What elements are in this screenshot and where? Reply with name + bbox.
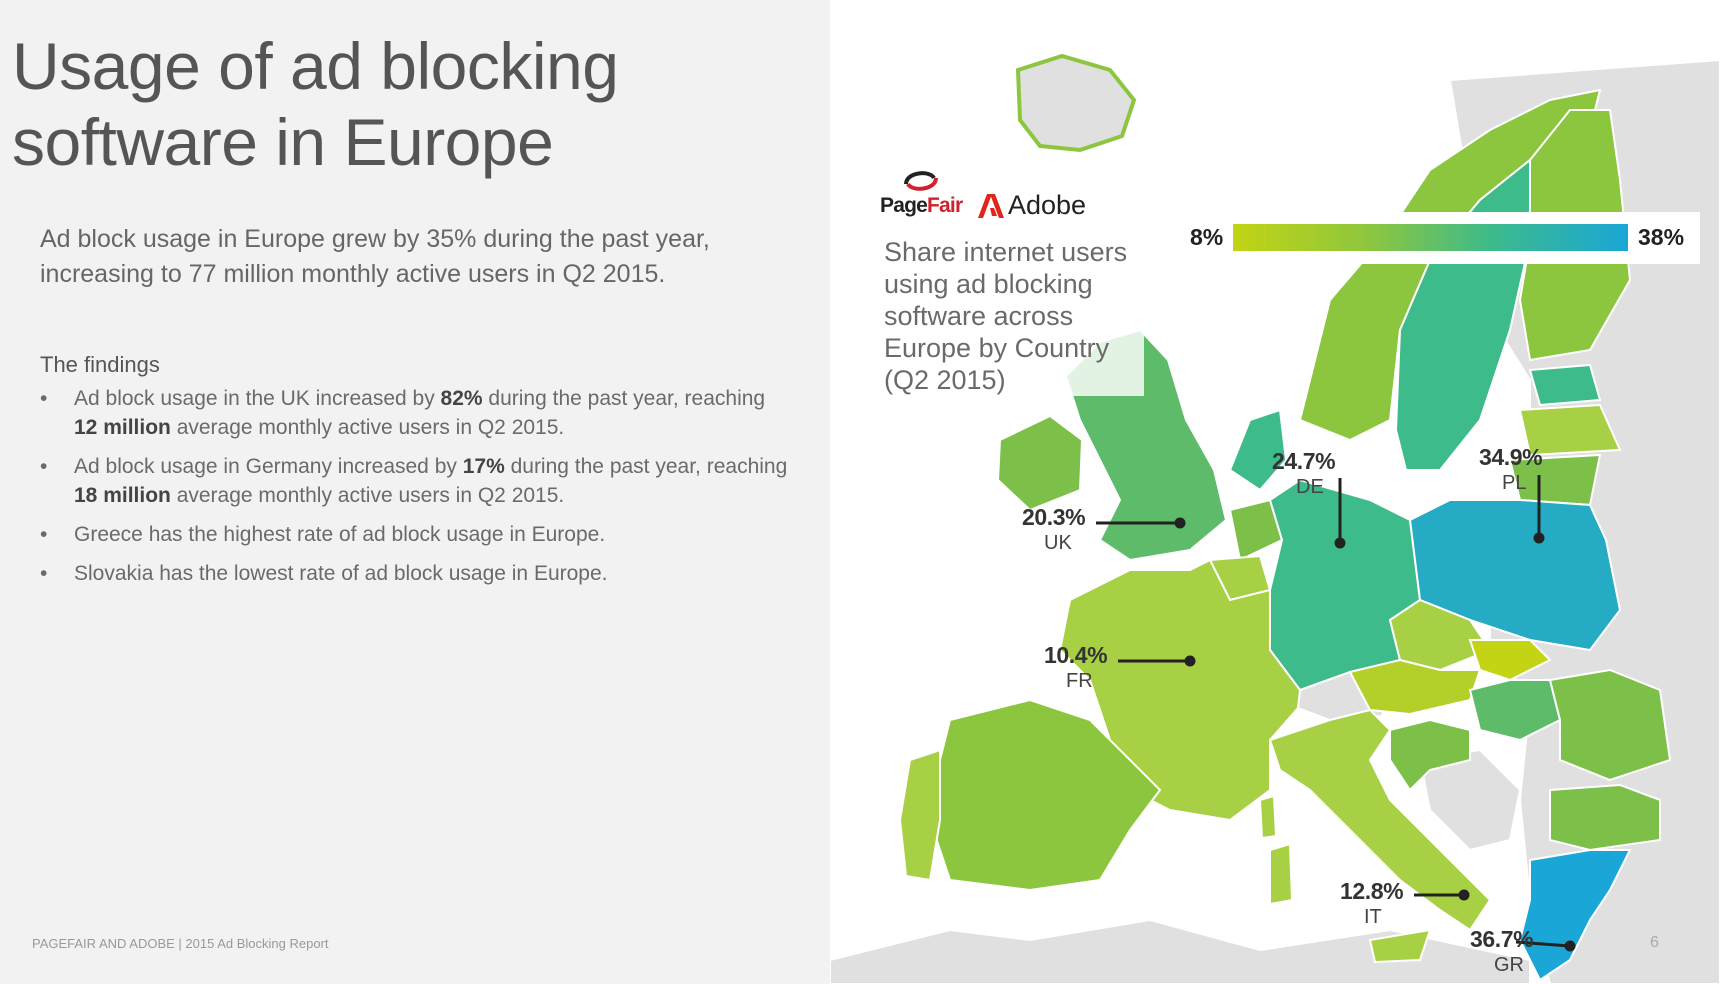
callout-code-gr: GR: [1494, 954, 1524, 976]
leader-dot-uk: [1174, 517, 1186, 529]
intro-paragraph: Ad block usage in Europe grew by 35% dur…: [40, 225, 710, 288]
adobe-logo-text: Adobe: [1008, 190, 1087, 220]
findings-heading: The findings: [40, 352, 160, 377]
country-latvia: [1518, 403, 1622, 457]
color-scale-legend: 8% 38%: [1180, 212, 1700, 264]
left-text-panel: Usage of ad blocking software in Europe …: [0, 0, 830, 984]
bullet-marker: •: [40, 455, 48, 478]
callout-value-fr: 10.4%: [1044, 642, 1108, 668]
legend-min-label: 8%: [1190, 224, 1224, 250]
country-ireland: [996, 414, 1084, 512]
leader-dot-fr: [1184, 655, 1196, 667]
slide-title: Usage of ad blocking software in Europe: [12, 29, 619, 179]
callout-code-it: IT: [1364, 906, 1382, 928]
land-iceland: [1015, 53, 1137, 153]
leader-line-gr: [1515, 940, 1571, 948]
map-title: Share internet users using ad blocking s…: [884, 236, 1144, 396]
country-france-corsica: [1258, 794, 1278, 840]
page-number: 6: [1650, 934, 1659, 951]
finding-item: • Slovakia has the lowest rate of ad bloc…: [40, 559, 790, 588]
finding-text: during the past year, reaching: [482, 387, 766, 410]
europe-map-area: [830, 0, 1720, 984]
callout-value-gr: 36.7%: [1470, 926, 1534, 952]
finding-item: • Ad block usage in the UK increased by 8…: [40, 384, 790, 442]
finding-item: • Ad block usage in Germany increased by …: [40, 452, 790, 510]
finding-text: Ad block usage in Germany increased by: [74, 455, 463, 478]
finding-text: during the past year, reaching: [504, 455, 788, 478]
callout-code-fr: FR: [1066, 670, 1093, 692]
pagefair-logo-icon: [904, 171, 938, 191]
country-portugal: [898, 748, 941, 882]
bullet-marker: •: [40, 523, 48, 546]
bullet-marker: •: [40, 562, 48, 585]
finding-text: Ad block usage in the UK increased by: [74, 387, 441, 410]
country-germany: [1268, 478, 1422, 692]
callout-value-pl: 34.9%: [1479, 444, 1543, 470]
country-croatia: [1389, 718, 1471, 792]
finding-text: average monthly active users in Q2 2015.: [170, 416, 565, 439]
country-italy-sardinia: [1269, 842, 1294, 906]
finding-item: • Greece has the highest rate of ad block…: [40, 520, 790, 549]
finding-text: Slovakia has the lowest rate of ad block…: [74, 562, 608, 585]
country-denmark: [1228, 408, 1288, 492]
country-romania: [1548, 668, 1672, 782]
country-estonia: [1528, 363, 1602, 407]
finding-highlight: 82%: [440, 387, 483, 410]
callout-value-de: 24.7%: [1272, 448, 1336, 474]
legend-gradient-bar: [1233, 224, 1628, 251]
finding-text: Greece has the highest rate of ad block …: [74, 523, 606, 546]
country-bulgaria: [1549, 783, 1661, 852]
pagefair-logo-text: PageFair: [880, 194, 963, 217]
country-italy-sicily: [1368, 928, 1432, 964]
land-north-africa-no-data: [830, 918, 1531, 984]
callout-code-de: DE: [1296, 476, 1324, 498]
finding-text: average monthly active users in Q2 2015.: [170, 484, 565, 507]
footer-credit: PAGEFAIR AND ADOBE | 2015 Ad Blocking Re…: [32, 936, 329, 951]
bullet-marker: •: [40, 387, 48, 410]
callout-leader-lines: [1096, 475, 1576, 952]
callout-value-uk: 20.3%: [1022, 504, 1086, 530]
leader-dot-de: [1334, 537, 1346, 549]
country-italy: [1268, 708, 1492, 932]
adobe-logo-icon: [978, 194, 1004, 218]
country-slovakia: [1468, 639, 1552, 682]
europe-choropleth-map: [830, 53, 1720, 984]
leader-dot-pl: [1533, 532, 1545, 544]
leader-dot-gr: [1564, 940, 1576, 952]
country-austria: [1348, 658, 1482, 716]
findings-list: • Ad block usage in the UK increased by 8…: [40, 384, 790, 598]
callout-value-it: 12.8%: [1340, 878, 1404, 904]
finding-highlight: 12 million: [74, 416, 171, 439]
callout-code-pl: PL: [1502, 472, 1527, 494]
land-balkans-no-data: [1418, 748, 1522, 852]
finding-highlight: 17%: [462, 455, 505, 478]
country-greece: [1518, 849, 1632, 982]
callout-code-uk: UK: [1044, 532, 1072, 554]
finding-highlight: 18 million: [74, 484, 171, 507]
legend-max-label: 38%: [1638, 224, 1685, 250]
leader-dot-it: [1458, 889, 1470, 901]
